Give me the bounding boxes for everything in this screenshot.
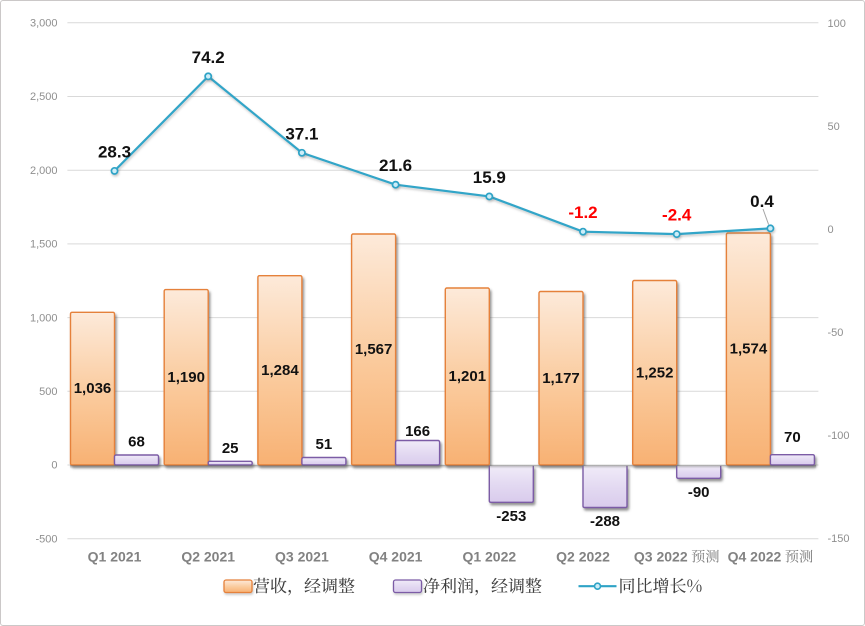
svg-text:Q4 2022: Q4 2022 <box>728 549 782 565</box>
svg-text:21.6: 21.6 <box>379 156 412 175</box>
svg-text:100: 100 <box>828 18 846 30</box>
svg-text:-2.4: -2.4 <box>662 206 692 225</box>
svg-text:-50: -50 <box>828 327 844 339</box>
svg-text:0: 0 <box>828 224 834 236</box>
svg-text:51: 51 <box>316 436 333 453</box>
svg-text:2,500: 2,500 <box>30 91 58 103</box>
svg-text:1,201: 1,201 <box>449 368 487 385</box>
svg-text:1,500: 1,500 <box>30 239 58 251</box>
svg-text:-253: -253 <box>496 508 526 525</box>
svg-text:3,000: 3,000 <box>30 18 58 30</box>
svg-text:28.3: 28.3 <box>98 142 131 161</box>
svg-text:1,574: 1,574 <box>730 341 768 358</box>
svg-text:-288: -288 <box>590 513 620 530</box>
svg-text:Q2 2021: Q2 2021 <box>181 549 235 565</box>
svg-text:Q2 2022: Q2 2022 <box>556 549 610 565</box>
svg-text:166: 166 <box>405 423 430 440</box>
svg-text:Q3 2021: Q3 2021 <box>275 549 329 565</box>
svg-text:50: 50 <box>828 121 840 133</box>
svg-text:68: 68 <box>128 434 145 451</box>
svg-text:-150: -150 <box>828 533 850 545</box>
svg-text:1,177: 1,177 <box>542 370 580 387</box>
svg-text:0.4: 0.4 <box>750 192 774 211</box>
svg-text:70: 70 <box>784 429 801 446</box>
svg-text:-500: -500 <box>35 533 57 545</box>
svg-text:1,567: 1,567 <box>355 341 393 358</box>
svg-text:500: 500 <box>39 386 57 398</box>
svg-text:1,252: 1,252 <box>636 364 674 381</box>
svg-text:0: 0 <box>51 460 57 472</box>
svg-text:1,000: 1,000 <box>30 312 58 324</box>
svg-text:Q4 2021: Q4 2021 <box>369 549 423 565</box>
svg-text:1,036: 1,036 <box>74 380 112 397</box>
svg-text:37.1: 37.1 <box>285 124 318 143</box>
svg-text:1,284: 1,284 <box>261 362 299 379</box>
svg-text:1,190: 1,190 <box>167 369 205 386</box>
svg-text:Q1 2022: Q1 2022 <box>462 549 516 565</box>
svg-text:-90: -90 <box>688 484 710 501</box>
svg-text:74.2: 74.2 <box>192 48 225 67</box>
svg-text:-1.2: -1.2 <box>568 203 597 222</box>
svg-text:2,000: 2,000 <box>30 165 58 177</box>
svg-text:25: 25 <box>222 440 239 457</box>
svg-text:Q3 2022: Q3 2022 <box>634 549 688 565</box>
svg-text:Q1 2021: Q1 2021 <box>88 549 142 565</box>
svg-text:15.9: 15.9 <box>473 168 506 187</box>
svg-text:-100: -100 <box>828 430 850 442</box>
